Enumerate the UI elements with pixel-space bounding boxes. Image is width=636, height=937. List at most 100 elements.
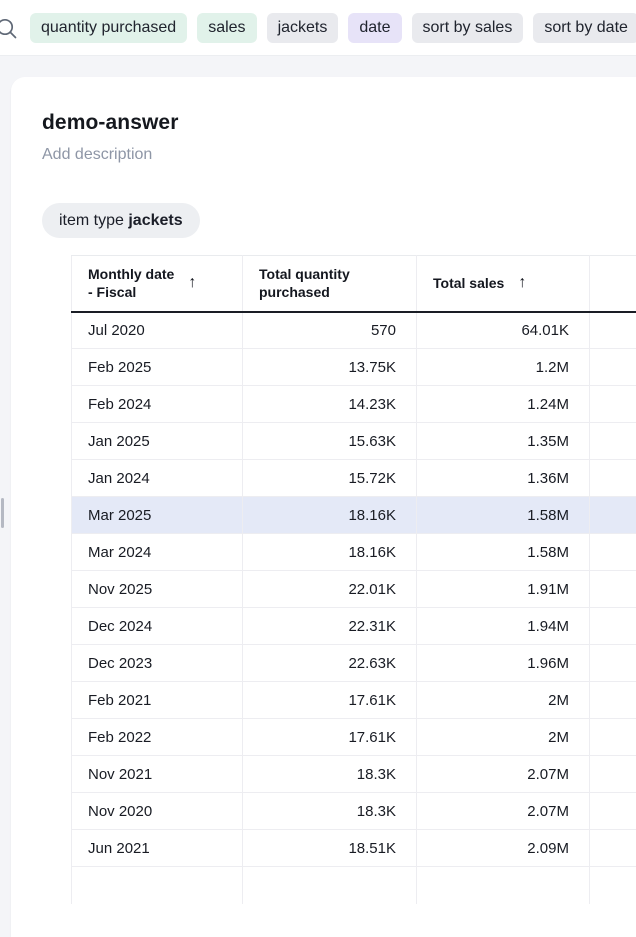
cell-empty <box>590 386 636 423</box>
cell-sales: 1.36M <box>417 460 590 497</box>
cell-date: Feb 2024 <box>72 386 243 423</box>
cell-quantity: 22.01K <box>243 571 417 608</box>
cell-sales: 2.07M <box>417 756 590 793</box>
cell-sales <box>417 867 590 904</box>
cell-quantity: 570 <box>243 312 417 349</box>
cell-sales: 1.96M <box>417 645 590 682</box>
cell-date: Jan 2025 <box>72 423 243 460</box>
cell-sales: 1.2M <box>417 349 590 386</box>
cell-empty <box>590 608 636 645</box>
add-description-placeholder[interactable]: Add description <box>42 144 636 166</box>
cell-sales: 1.58M <box>417 534 590 571</box>
table-row[interactable]: Feb 2025 13.75K 1.2M <box>72 349 636 386</box>
table-row[interactable]: Mar 2025 18.16K 1.58M <box>72 497 636 534</box>
cell-date: Feb 2022 <box>72 719 243 756</box>
cell-quantity: 18.3K <box>243 793 417 830</box>
cell-date <box>72 867 243 904</box>
cell-sales: 2.07M <box>417 793 590 830</box>
cell-date: Jul 2020 <box>72 312 243 349</box>
cell-quantity: 17.61K <box>243 682 417 719</box>
cell-quantity: 18.16K <box>243 497 417 534</box>
cell-empty <box>590 830 636 867</box>
search-pill-list: quantity purchased sales jackets date sort b… <box>30 13 636 43</box>
cell-date: Mar 2024 <box>72 534 243 571</box>
search-toolbar: quantity purchased sales jackets date sort b… <box>0 0 636 56</box>
cell-empty <box>590 497 636 534</box>
cell-empty <box>590 719 636 756</box>
cell-quantity: 18.51K <box>243 830 417 867</box>
table-row[interactable]: Dec 2023 22.63K 1.96M <box>72 645 636 682</box>
cell-quantity: 18.3K <box>243 756 417 793</box>
cell-quantity: 22.31K <box>243 608 417 645</box>
cell-date: Dec 2024 <box>72 608 243 645</box>
cell-empty <box>590 312 636 349</box>
table-row[interactable]: Nov 2020 18.3K 2.07M <box>72 793 636 830</box>
cell-sales: 1.58M <box>417 497 590 534</box>
cell-date: Feb 2025 <box>72 349 243 386</box>
search-term-pill-quantity-purchased[interactable]: quantity purchased <box>30 13 187 43</box>
search-icon[interactable] <box>0 17 19 41</box>
search-term-pill-date[interactable]: date <box>348 13 401 43</box>
cell-date: Feb 2021 <box>72 682 243 719</box>
cell-quantity: 22.63K <box>243 645 417 682</box>
search-term-pill-jackets[interactable]: jackets <box>267 13 339 43</box>
cell-date: Jun 2021 <box>72 830 243 867</box>
table-row[interactable]: Jan 2025 15.63K 1.35M <box>72 423 636 460</box>
column-header-empty[interactable] <box>590 256 636 312</box>
cell-quantity: 15.63K <box>243 423 417 460</box>
cell-empty <box>590 645 636 682</box>
cell-sales: 1.35M <box>417 423 590 460</box>
table-row[interactable]: Nov 2025 22.01K 1.91M <box>72 571 636 608</box>
column-header-monthly-date[interactable]: Monthly date- Fiscal ↑ <box>72 256 243 312</box>
search-term-pill-sort-by-date[interactable]: sort by date <box>533 13 636 43</box>
table-row[interactable]: Dec 2024 22.31K 1.94M <box>72 608 636 645</box>
search-term-pill-sort-by-sales[interactable]: sort by sales <box>412 13 524 43</box>
cell-quantity: 17.61K <box>243 719 417 756</box>
sort-asc-icon[interactable]: ↑ <box>188 274 196 292</box>
cell-sales: 1.91M <box>417 571 590 608</box>
cell-sales: 2M <box>417 719 590 756</box>
cell-date: Dec 2023 <box>72 645 243 682</box>
cell-sales: 1.94M <box>417 608 590 645</box>
cell-empty <box>590 349 636 386</box>
cell-date: Nov 2025 <box>72 571 243 608</box>
cell-quantity: 13.75K <box>243 349 417 386</box>
sort-asc-icon[interactable]: ↑ <box>518 274 526 292</box>
cell-date: Nov 2021 <box>72 756 243 793</box>
column-header-total-sales[interactable]: Total sales ↑ <box>417 256 590 312</box>
table-row[interactable]: Nov 2021 18.3K 2.07M <box>72 756 636 793</box>
cell-empty <box>590 867 636 904</box>
filter-chip-item-type[interactable]: item type jackets <box>42 203 200 238</box>
cell-empty <box>590 423 636 460</box>
page-scrollbar-thumb[interactable] <box>1 498 4 528</box>
cell-sales: 2M <box>417 682 590 719</box>
table-row[interactable]: Jan 2024 15.72K 1.36M <box>72 460 636 497</box>
table-row[interactable]: Jun 2021 18.51K 2.09M <box>72 830 636 867</box>
cell-quantity: 18.16K <box>243 534 417 571</box>
table-row[interactable] <box>72 867 636 904</box>
table-row[interactable]: Feb 2021 17.61K 2M <box>72 682 636 719</box>
cell-quantity <box>243 867 417 904</box>
cell-empty <box>590 460 636 497</box>
table-row[interactable]: Mar 2024 18.16K 1.58M <box>72 534 636 571</box>
cell-date: Nov 2020 <box>72 793 243 830</box>
search-term-pill-sales[interactable]: sales <box>197 13 256 43</box>
table-row[interactable]: Feb 2024 14.23K 1.24M <box>72 386 636 423</box>
table-body: Jul 2020 570 64.01K Feb 2025 13.75K 1.2M… <box>72 312 636 904</box>
cell-empty <box>590 793 636 830</box>
table-row[interactable]: Jul 2020 570 64.01K <box>72 312 636 349</box>
cell-sales: 2.09M <box>417 830 590 867</box>
table-row[interactable]: Feb 2022 17.61K 2M <box>72 719 636 756</box>
cell-date: Jan 2024 <box>72 460 243 497</box>
cell-empty <box>590 571 636 608</box>
filter-chip-prefix: item type <box>59 212 128 230</box>
filter-chip-value: jackets <box>128 212 182 230</box>
cell-empty <box>590 682 636 719</box>
cell-quantity: 15.72K <box>243 460 417 497</box>
cell-empty <box>590 534 636 571</box>
cell-empty <box>590 756 636 793</box>
page-title[interactable]: demo-answer <box>42 110 636 136</box>
